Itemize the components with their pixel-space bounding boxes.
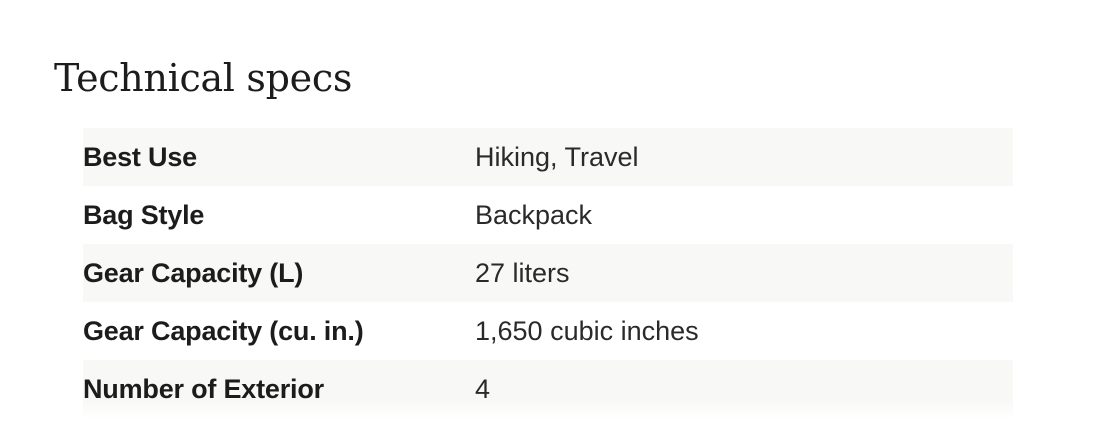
spec-label: Gear Capacity (L) <box>83 257 304 288</box>
spec-row-bag-style: Bag Style Backpack <box>83 186 1013 244</box>
spec-value: 27 liters <box>475 257 570 288</box>
spec-label: Best Use <box>83 141 197 172</box>
spec-label: Number of Exterior <box>83 373 324 404</box>
spec-value: Backpack <box>475 199 593 230</box>
spec-value: 1,650 cubic inches <box>475 315 699 346</box>
section-title: Technical specs <box>54 56 353 100</box>
spec-row-gear-capacity-cu-in: Gear Capacity (cu. in.) 1,650 cubic inch… <box>83 302 1013 360</box>
spec-row-gear-capacity-l: Gear Capacity (L) 27 liters <box>83 244 1013 302</box>
specs-table: Best Use Hiking, Travel Bag Style Backpa… <box>83 128 1013 418</box>
spec-label: Gear Capacity (cu. in.) <box>83 315 364 346</box>
spec-value: 4 <box>475 373 491 404</box>
spec-row-number-of-exterior: Number of Exterior 4 <box>83 360 1013 418</box>
spec-value: Hiking, Travel <box>475 141 639 172</box>
spec-label: Bag Style <box>83 199 205 230</box>
spec-row-best-use: Best Use Hiking, Travel <box>83 128 1013 186</box>
